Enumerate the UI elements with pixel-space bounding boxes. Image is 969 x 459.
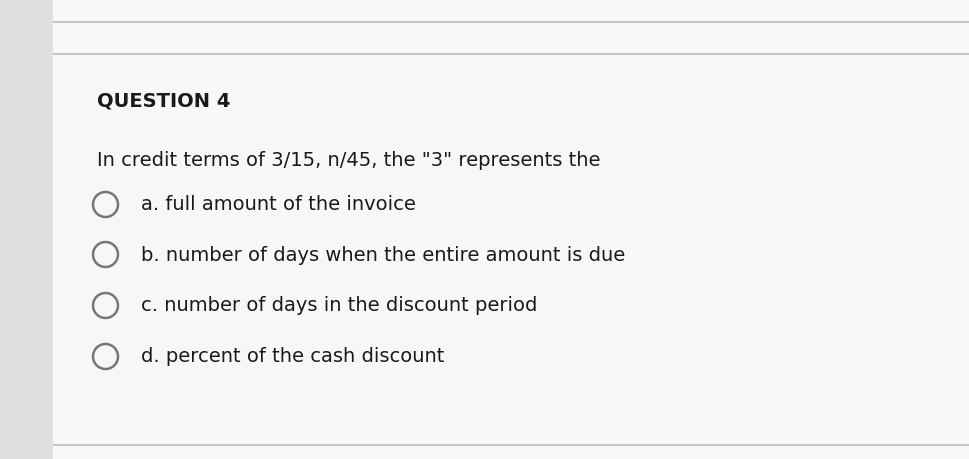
Point — [97, 251, 112, 258]
Text: b. number of days when the entire amount is due: b. number of days when the entire amount… — [141, 245, 624, 264]
Text: In credit terms of 3/15, n/45, the "3" represents the: In credit terms of 3/15, n/45, the "3" r… — [97, 151, 600, 170]
Text: a. full amount of the invoice: a. full amount of the invoice — [141, 195, 415, 214]
Point — [97, 302, 112, 309]
Text: QUESTION 4: QUESTION 4 — [97, 91, 231, 111]
Point — [97, 201, 112, 208]
Text: c. number of days in the discount period: c. number of days in the discount period — [141, 296, 537, 315]
Point — [97, 352, 112, 359]
Text: d. percent of the cash discount: d. percent of the cash discount — [141, 346, 444, 365]
Bar — [0, 0, 53, 459]
